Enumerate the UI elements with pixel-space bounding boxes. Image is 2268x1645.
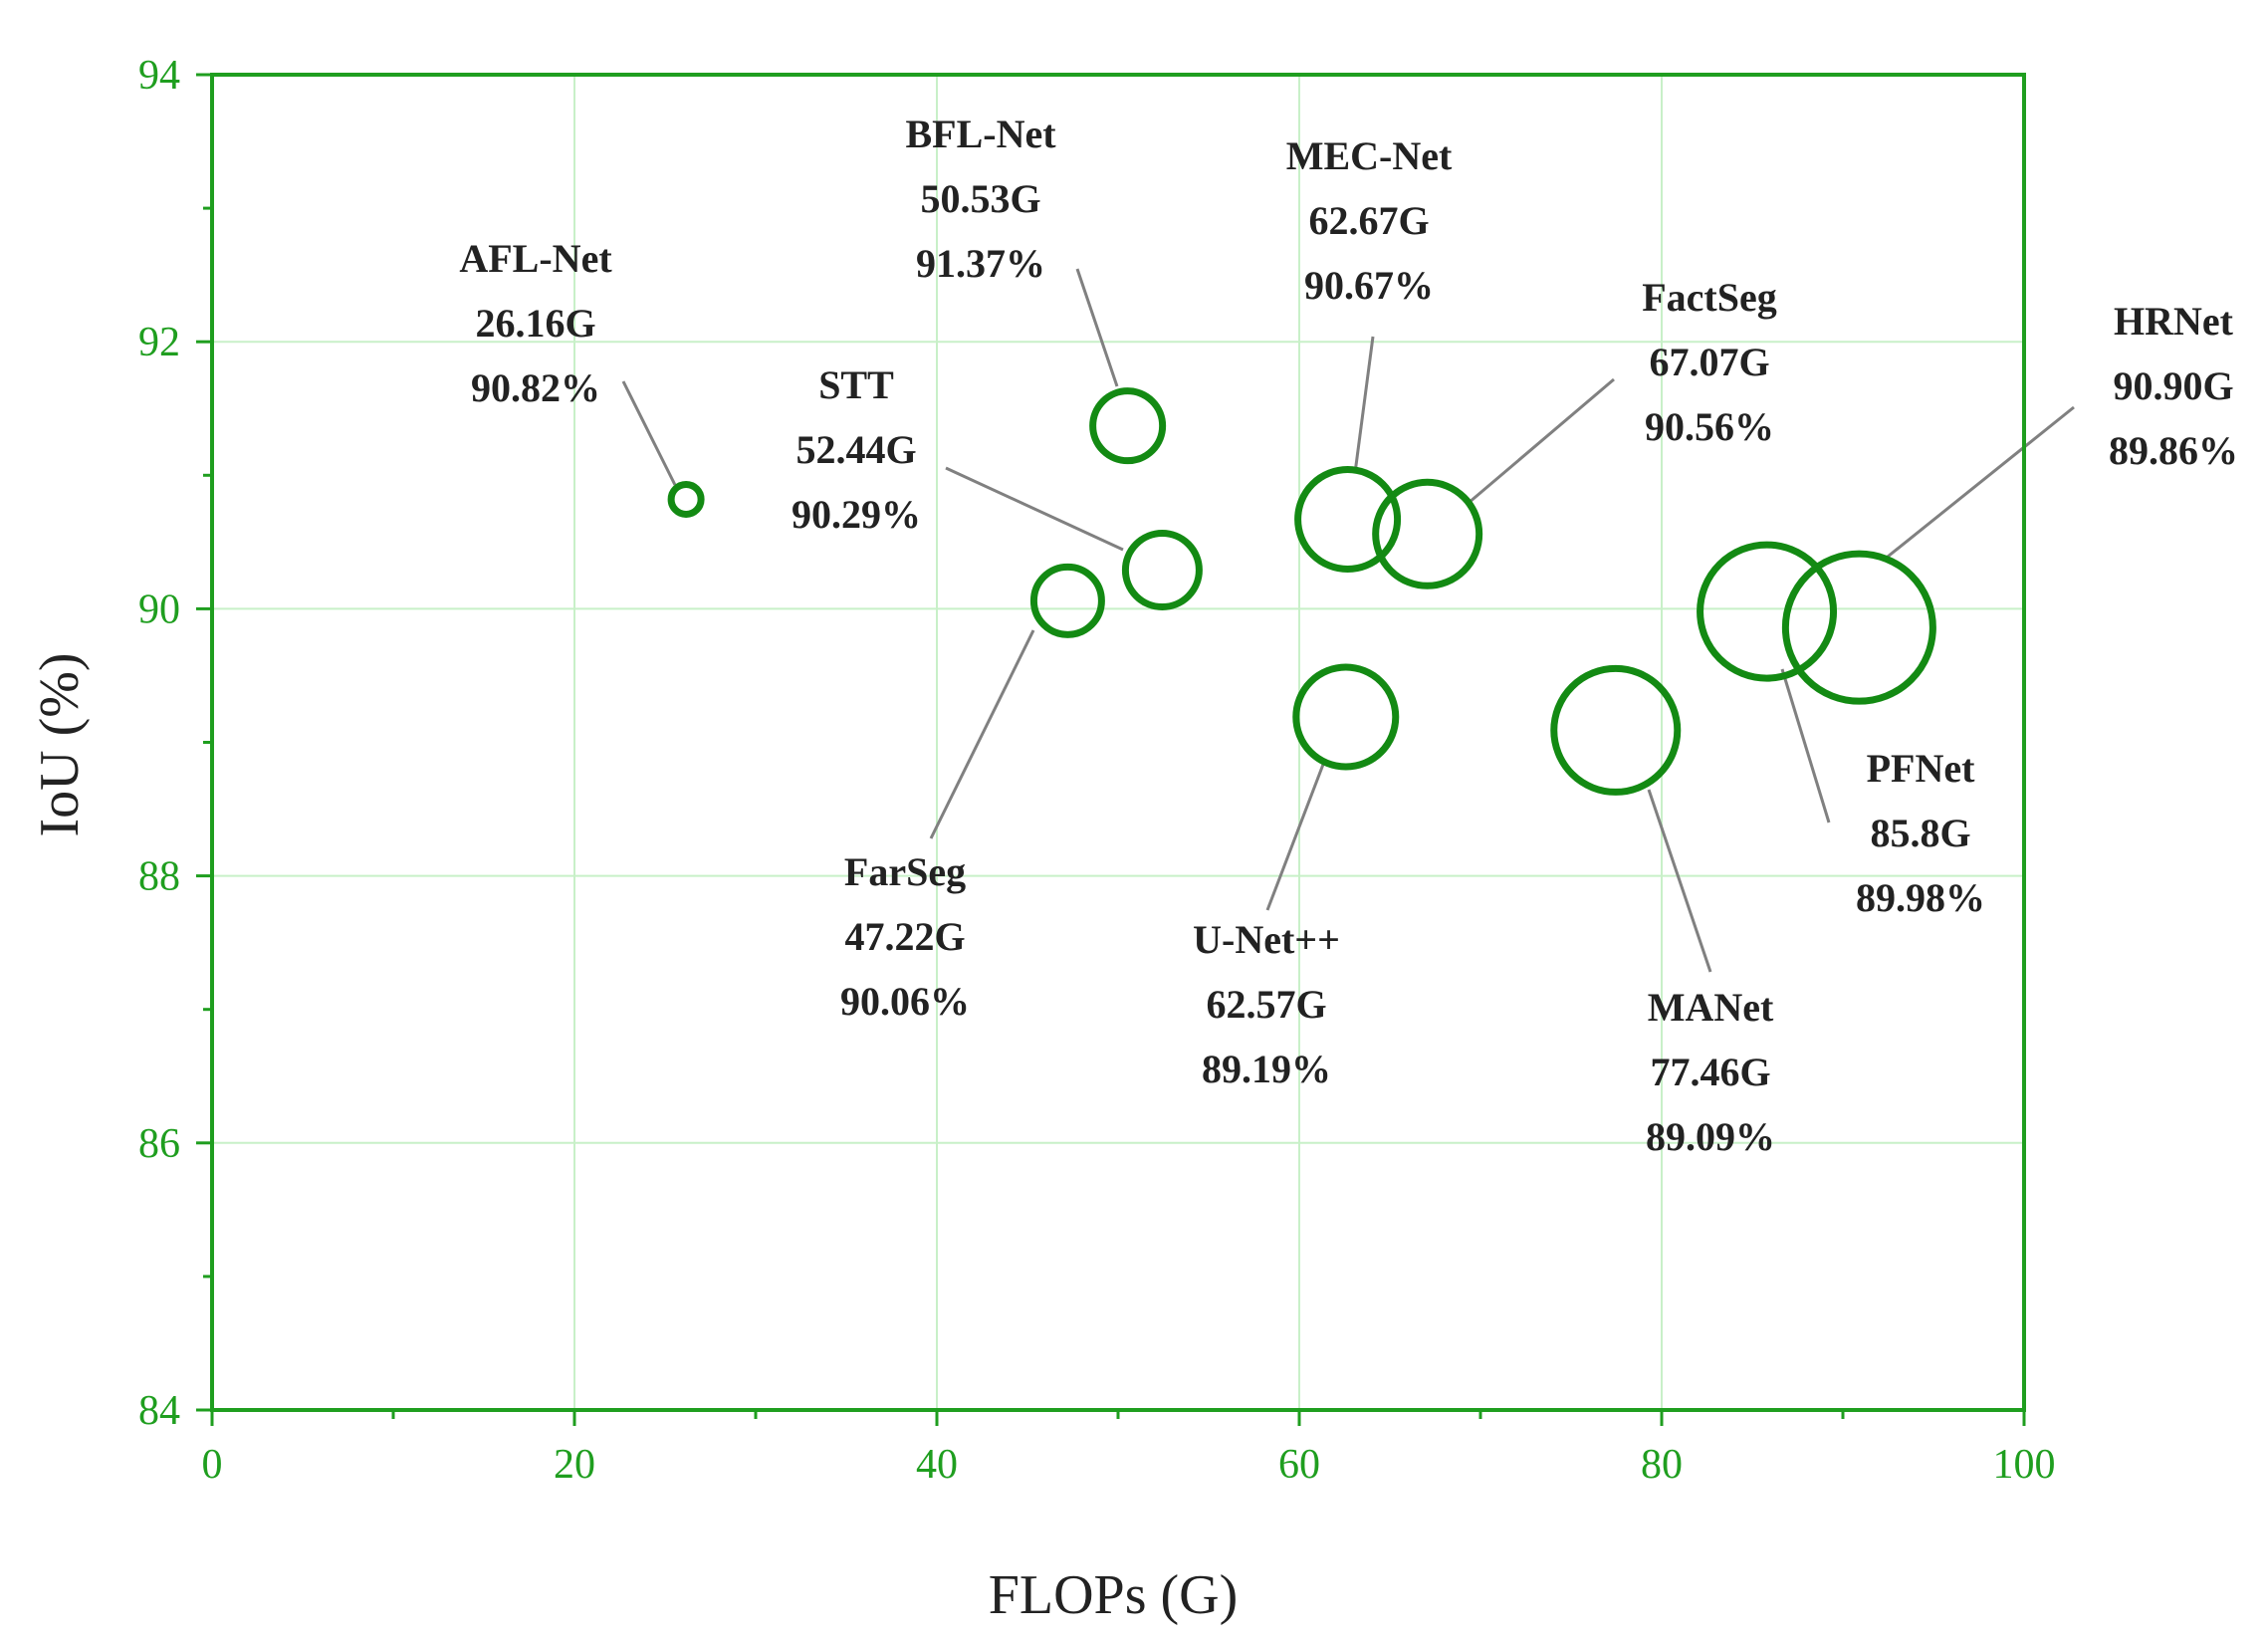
leader-line (945, 466, 1124, 552)
leader-line (929, 629, 1035, 839)
annotation-line: MANet (1648, 985, 1774, 1030)
bubble-marker (1121, 530, 1203, 611)
bubble-marker (1697, 541, 1838, 682)
annotation-line: 90.90G (2113, 363, 2233, 408)
annotation-line: 90.29% (792, 492, 921, 537)
y-tick-label: 86 (138, 1121, 180, 1167)
leader-line (1468, 377, 1615, 505)
annotation-line: 89.98% (1856, 875, 1985, 920)
y-tick-label: 88 (138, 854, 180, 900)
y-tick-label: 90 (138, 587, 180, 632)
annotation-line: 91.37% (916, 241, 1045, 286)
bubble-marker (1292, 663, 1400, 771)
point-annotation: FactSeg 67.07G 90.56% (1642, 275, 1777, 449)
bubble-marker (667, 480, 705, 518)
annotation-line: AFL-Net (459, 236, 612, 281)
x-tick-label: 100 (1993, 1442, 2056, 1488)
x-tick-label: 0 (202, 1442, 223, 1488)
leader-line (1780, 668, 1831, 823)
annotation-line: MEC-Net (1286, 133, 1453, 178)
annotation-line: 90.82% (471, 365, 600, 410)
leader-line (1353, 336, 1375, 474)
annotation-line: 85.8G (1870, 811, 1970, 855)
annotation-line: BFL-Net (905, 112, 1056, 156)
leader-line (621, 380, 677, 486)
point-annotation: PFNet 85.8G 89.98% (1856, 746, 1985, 920)
annotation-line: PFNet (1867, 746, 1976, 791)
x-tick-label: 60 (1278, 1442, 1320, 1488)
annotation-line: 67.07G (1649, 340, 1769, 384)
point-annotations: AFL-Net 26.16G 90.82% BFL-Net 50.53G 91.37% ST… (459, 112, 2238, 1159)
leader-line (1882, 405, 2075, 563)
annotation-line: 89.19% (1202, 1047, 1331, 1091)
annotation-line: HRNet (2114, 299, 2234, 344)
y-tick-label: 94 (138, 53, 180, 99)
point-annotation: AFL-Net 26.16G 90.82% (459, 236, 612, 410)
annotation-line: 90.56% (1645, 404, 1774, 449)
annotation-line: 26.16G (475, 301, 595, 346)
bubble-marker (1372, 478, 1483, 589)
annotation-line: 90.06% (840, 979, 970, 1024)
leader-line (1647, 789, 1712, 973)
x-tick-label: 20 (554, 1442, 595, 1488)
annotation-line: 62.67G (1308, 198, 1429, 243)
x-tick-label: 40 (916, 1442, 958, 1488)
y-tick-label: 84 (138, 1388, 180, 1434)
point-annotation: MANet 77.46G 89.09% (1646, 985, 1775, 1159)
annotation-line: 47.22G (844, 914, 965, 959)
annotation-line: 52.44G (795, 427, 916, 472)
bubble-marker (1781, 550, 1936, 705)
leader-lines (621, 268, 2075, 973)
point-annotation: HRNet 90.90G 89.86% (2109, 299, 2238, 473)
data-markers (667, 387, 1936, 796)
annotation-line: 50.53G (920, 176, 1040, 221)
bubble-marker (1029, 563, 1105, 638)
annotation-line: 77.46G (1650, 1050, 1770, 1094)
leader-line (1265, 761, 1326, 911)
x-axis-title: FLOPs (G) (989, 1564, 1238, 1626)
bubble-marker (1550, 664, 1682, 796)
point-annotation: U-Net++ 62.57G 89.19% (1193, 917, 1340, 1091)
annotation-line: FarSeg (844, 849, 966, 894)
bubble-marker (1089, 387, 1167, 465)
annotation-line: 89.09% (1646, 1114, 1775, 1159)
annotation-line: 89.86% (2109, 428, 2238, 473)
point-annotation: FarSeg 47.22G 90.06% (840, 849, 970, 1024)
axes: 0 20 40 60 80 100 84 86 88 90 92 94 (138, 53, 2056, 1488)
bubble-marker (1294, 466, 1402, 574)
annotation-line: STT (818, 362, 894, 407)
y-tick-label: 92 (138, 320, 180, 365)
point-annotation: MEC-Net 62.67G 90.67% (1286, 133, 1453, 308)
annotation-line: U-Net++ (1193, 917, 1340, 962)
annotation-line: 62.57G (1206, 982, 1326, 1027)
point-annotation: STT 52.44G 90.29% (792, 362, 921, 537)
point-annotation: BFL-Net 50.53G 91.37% (905, 112, 1056, 286)
y-axis-title: IoU (%) (29, 652, 91, 836)
leader-line (1075, 268, 1119, 387)
x-tick-label: 80 (1641, 1442, 1683, 1488)
annotation-line: FactSeg (1642, 275, 1777, 320)
annotation-line: 90.67% (1304, 263, 1434, 308)
grid-lines (212, 75, 2024, 1410)
